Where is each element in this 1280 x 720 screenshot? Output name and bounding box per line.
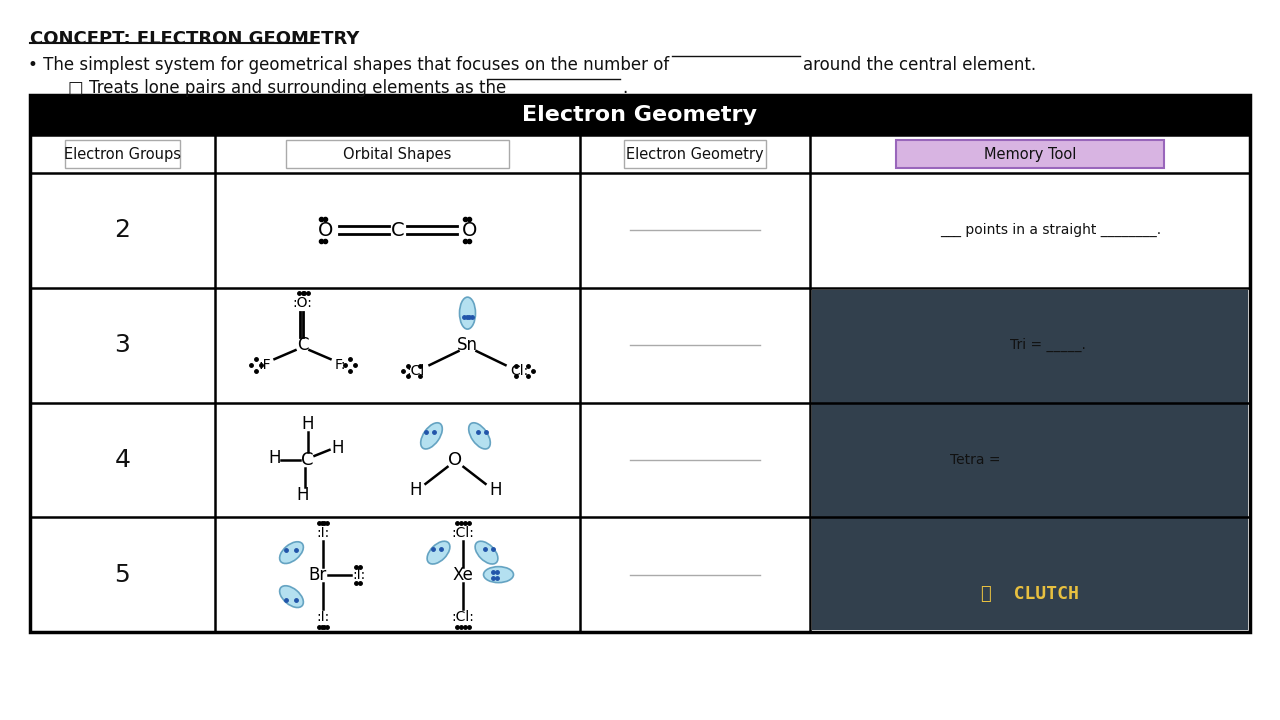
Text: around the central element.: around the central element.: [803, 56, 1036, 74]
Text: C: C: [390, 221, 404, 240]
FancyBboxPatch shape: [29, 95, 1251, 135]
Text: :O:: :O:: [293, 296, 312, 310]
Text: O: O: [462, 221, 477, 240]
Text: □ Treats lone pairs and surrounding elements as the: □ Treats lone pairs and surrounding elem…: [68, 79, 507, 97]
Text: Tetra =: Tetra =: [950, 453, 1001, 467]
Text: Br: Br: [308, 566, 326, 584]
Text: ___ points in a straight ________.: ___ points in a straight ________.: [940, 223, 1161, 238]
Text: H: H: [489, 481, 502, 499]
Text: • The simplest system for geometrical shapes that focuses on the number of: • The simplest system for geometrical sh…: [28, 56, 669, 74]
Text: H: H: [269, 449, 280, 467]
Text: 3: 3: [115, 333, 131, 357]
Text: :Cl:: :Cl:: [451, 526, 474, 539]
Ellipse shape: [421, 423, 443, 449]
Text: F:: F:: [335, 358, 347, 372]
Text: C: C: [301, 451, 314, 469]
Text: H: H: [301, 415, 314, 433]
Text: Electron Geometry: Electron Geometry: [626, 146, 764, 161]
FancyBboxPatch shape: [812, 289, 1248, 630]
Text: Memory Tool: Memory Tool: [984, 146, 1076, 161]
Text: 2: 2: [114, 218, 131, 243]
Text: Cl:: Cl:: [511, 364, 529, 378]
Text: 4: 4: [114, 448, 131, 472]
FancyBboxPatch shape: [285, 140, 509, 168]
FancyBboxPatch shape: [29, 95, 1251, 632]
Text: .: .: [622, 79, 627, 97]
FancyBboxPatch shape: [65, 140, 180, 168]
Text: :I:: :I:: [316, 526, 329, 539]
Ellipse shape: [484, 567, 513, 582]
Text: Electron Geometry: Electron Geometry: [522, 105, 758, 125]
Text: C: C: [297, 336, 308, 354]
Ellipse shape: [428, 541, 449, 564]
Text: CONCEPT: ELECTRON GEOMETRY: CONCEPT: ELECTRON GEOMETRY: [29, 30, 360, 48]
Text: Orbital Shapes: Orbital Shapes: [343, 146, 452, 161]
Text: O: O: [317, 221, 333, 240]
Ellipse shape: [279, 541, 303, 564]
Text: H: H: [332, 439, 344, 457]
Text: O: O: [448, 451, 462, 469]
FancyBboxPatch shape: [625, 140, 765, 168]
Text: 5: 5: [115, 562, 131, 587]
Text: H: H: [410, 481, 421, 499]
Ellipse shape: [475, 541, 498, 564]
Text: ⬡  CLUTCH: ⬡ CLUTCH: [980, 585, 1079, 603]
Text: :F: :F: [259, 358, 271, 372]
Ellipse shape: [279, 586, 303, 608]
FancyBboxPatch shape: [896, 140, 1164, 168]
Text: Xe: Xe: [452, 566, 472, 584]
Text: H: H: [296, 486, 308, 504]
Ellipse shape: [468, 423, 490, 449]
Text: Sn: Sn: [457, 336, 477, 354]
Ellipse shape: [460, 297, 475, 329]
Text: Tri = _____.: Tri = _____.: [1010, 338, 1085, 352]
Text: :I:: :I:: [353, 567, 366, 582]
Text: :Cl:: :Cl:: [451, 610, 474, 624]
Text: :Cl: :Cl: [406, 364, 425, 378]
Text: Electron Groups: Electron Groups: [64, 146, 180, 161]
Text: :I:: :I:: [316, 610, 329, 624]
